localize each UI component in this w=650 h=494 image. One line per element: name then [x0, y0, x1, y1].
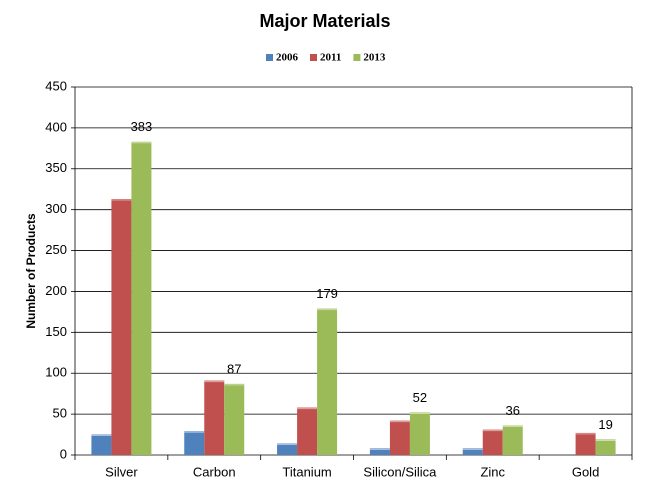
x-tick-label: Silicon/Silica	[363, 464, 437, 479]
bar	[184, 431, 205, 455]
data-label: 383	[131, 119, 153, 134]
y-tick-label: 350	[45, 160, 67, 175]
bar	[277, 443, 298, 455]
legend-swatch	[310, 54, 317, 61]
data-label: 87	[227, 361, 241, 376]
x-tick-label: Zinc	[480, 464, 505, 479]
y-tick-label: 0	[60, 446, 67, 461]
chart-title: Major Materials	[259, 11, 390, 31]
bar	[91, 434, 112, 455]
bar	[409, 412, 430, 455]
x-tick-label: Silver	[105, 464, 138, 479]
legend-label: 2013	[363, 52, 386, 64]
y-tick-label: 200	[45, 283, 67, 298]
x-tick-label: Gold	[572, 464, 599, 479]
y-tick-label: 300	[45, 201, 67, 216]
data-label: 36	[506, 403, 520, 418]
bar	[224, 383, 245, 455]
bar	[317, 308, 338, 455]
bar	[111, 199, 132, 455]
y-tick-label: 50	[53, 406, 67, 421]
data-label: 179	[316, 286, 338, 301]
legend-label: 2011	[320, 52, 341, 64]
data-label: 19	[598, 417, 612, 432]
x-tick-label: Titanium	[282, 464, 331, 479]
legend-swatch	[266, 54, 273, 61]
bar	[462, 448, 483, 455]
y-tick-label: 250	[45, 242, 67, 257]
legend-label: 2006	[276, 52, 299, 64]
bar	[482, 429, 503, 455]
bar	[595, 439, 616, 455]
bar	[369, 448, 390, 455]
bar	[575, 432, 596, 455]
y-axis-label: Number of Products	[24, 213, 38, 329]
y-tick-label: 450	[45, 78, 67, 93]
y-tick-label: 100	[45, 365, 67, 380]
bar	[131, 141, 152, 455]
data-label: 52	[413, 390, 427, 405]
x-tick-label: Carbon	[193, 464, 236, 479]
bar	[297, 407, 318, 455]
y-tick-label: 400	[45, 119, 67, 134]
bar	[389, 420, 410, 455]
bar	[502, 425, 523, 455]
bar	[204, 380, 225, 455]
y-tick-label: 150	[45, 324, 67, 339]
legend-swatch	[353, 54, 361, 61]
